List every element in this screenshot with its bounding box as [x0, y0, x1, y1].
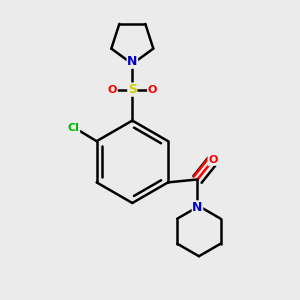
Text: Cl: Cl [68, 123, 80, 133]
Text: S: S [128, 83, 137, 96]
Text: O: O [108, 85, 117, 94]
Text: N: N [127, 55, 137, 68]
Text: O: O [208, 155, 218, 165]
Text: N: N [192, 201, 203, 214]
Text: O: O [148, 85, 157, 94]
